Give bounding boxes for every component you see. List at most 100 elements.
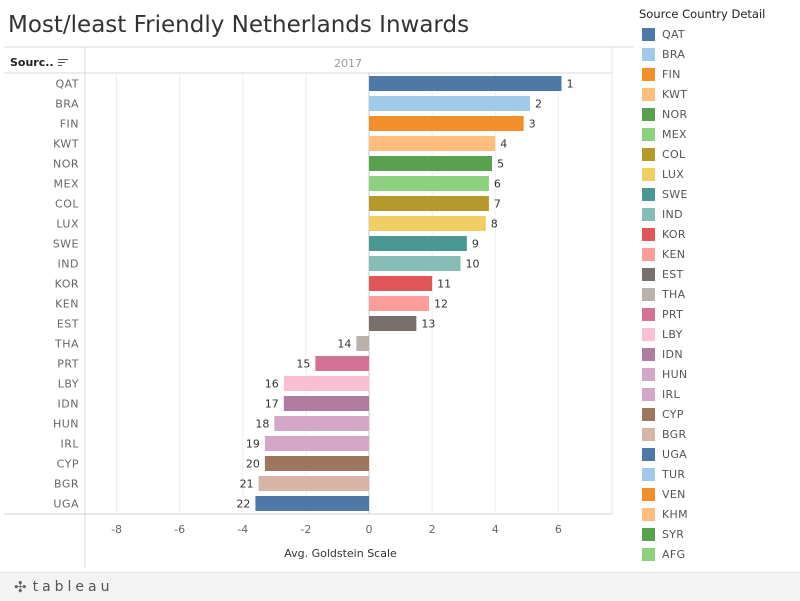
category-label: NOR [53,158,79,171]
legend-item[interactable]: KHM [642,504,688,524]
category-label: UGA [53,498,79,511]
legend-item[interactable]: BRA [642,44,688,64]
legend-items: QAT BRA FIN KWT NOR MEX COL LUX SWE IND KOR KEN EST T… [642,24,688,568]
legend-swatch [642,327,655,341]
bar [369,256,461,271]
legend-item[interactable]: BGR [642,424,688,444]
data-label: 6 [494,178,501,191]
x-tick-label: 2 [429,523,436,536]
data-label: 22 [236,498,250,511]
legend-label: MEX [662,127,687,141]
legend-label: FIN [662,67,681,81]
legend: Source Country Detail QAT BRA FIN KWT NOR MEX… [634,0,800,568]
data-label: 9 [472,238,479,251]
category-label: BRA [55,98,79,111]
legend-item[interactable]: KEN [642,244,688,264]
legend-item[interactable]: TUR [642,464,688,484]
category-label: THA [54,338,79,351]
bar [369,216,486,231]
legend-item[interactable]: NOR [642,104,688,124]
chart-title: Most/least Friendly Netherlands Inwards [8,12,470,38]
row-field-header[interactable]: Sourc.. [10,56,68,69]
legend-label: CYP [662,407,684,421]
legend-swatch [642,527,655,541]
legend-swatch [642,167,655,181]
legend-item[interactable]: LBY [642,324,688,344]
data-label: 19 [246,438,260,451]
data-label: 18 [255,418,269,431]
legend-swatch [642,487,655,501]
legend-item[interactable]: LUX [642,164,688,184]
legend-item[interactable]: IDN [642,344,688,364]
legend-swatch [642,427,655,441]
data-label: 12 [434,298,448,311]
legend-item[interactable]: HUN [642,364,688,384]
data-label: 3 [529,118,536,131]
legend-swatch [642,187,655,201]
legend-swatch [642,467,655,481]
legend-label: LBY [662,327,683,341]
sort-descending-icon[interactable] [57,58,68,67]
legend-item[interactable]: THA [642,284,688,304]
legend-item[interactable]: CYP [642,404,688,424]
legend-swatch [642,267,655,281]
row-field-label: Sourc.. [10,56,54,69]
legend-label: BRA [662,47,686,61]
legend-label: UGA [662,447,688,461]
legend-label: IDN [662,347,683,361]
category-label: IRL [60,438,79,451]
legend-item[interactable]: QAT [642,24,688,44]
legend-item[interactable]: VEN [642,484,688,504]
bar [369,316,417,331]
category-label: BGR [54,478,79,491]
legend-swatch [642,87,655,101]
legend-swatch [642,127,655,141]
data-label: 13 [421,318,435,331]
legend-label: IND [662,207,683,221]
legend-swatch [642,387,655,401]
legend-item[interactable] [642,564,688,568]
bar [369,276,433,291]
bar-chart: -8 -6 -4 -2 0 2 4 6 Avg. Goldstein Scale QAT 1 BRA 2… [4,46,634,568]
legend-item[interactable]: UGA [642,444,688,464]
legend-label: SWE [662,187,688,201]
legend-item[interactable]: KWT [642,84,688,104]
legend-item[interactable]: SYR [642,524,688,544]
legend-swatch [642,247,655,261]
x-axis-title: Avg. Goldstein Scale [284,547,397,560]
legend-item[interactable]: COL [642,144,688,164]
tableau-logo[interactable]: ✣ tableau [14,578,114,596]
legend-item[interactable]: PRT [642,304,688,324]
bar [258,476,370,491]
bar [369,196,489,211]
legend-item[interactable]: AFG [642,544,688,564]
category-label: COL [55,198,79,211]
legend-label: AFG [662,547,686,561]
legend-item[interactable]: IRL [642,384,688,404]
legend-item[interactable]: EST [642,264,688,284]
x-tick-label: 0 [366,523,373,536]
data-label: 17 [265,398,279,411]
legend-label: KHM [662,507,688,521]
bar [369,296,429,311]
legend-swatch [642,367,655,381]
legend-item[interactable]: MEX [642,124,688,144]
category-label: CYP [57,458,79,471]
legend-swatch [642,547,655,561]
legend-item[interactable]: SWE [642,184,688,204]
legend-swatch [642,407,655,421]
bar [369,176,489,191]
legend-item[interactable]: KOR [642,224,688,244]
category-label: KWT [53,138,79,151]
legend-item[interactable]: IND [642,204,688,224]
data-label: 2 [535,98,542,111]
category-label: LUX [56,218,79,231]
category-label: SWE [53,238,79,251]
legend-label: NOR [662,107,688,121]
bar [315,356,370,371]
legend-item[interactable]: FIN [642,64,688,84]
bar [356,336,370,351]
legend-label: PRT [662,307,684,321]
legend-swatch [642,287,655,301]
legend-label: QAT [662,27,685,41]
